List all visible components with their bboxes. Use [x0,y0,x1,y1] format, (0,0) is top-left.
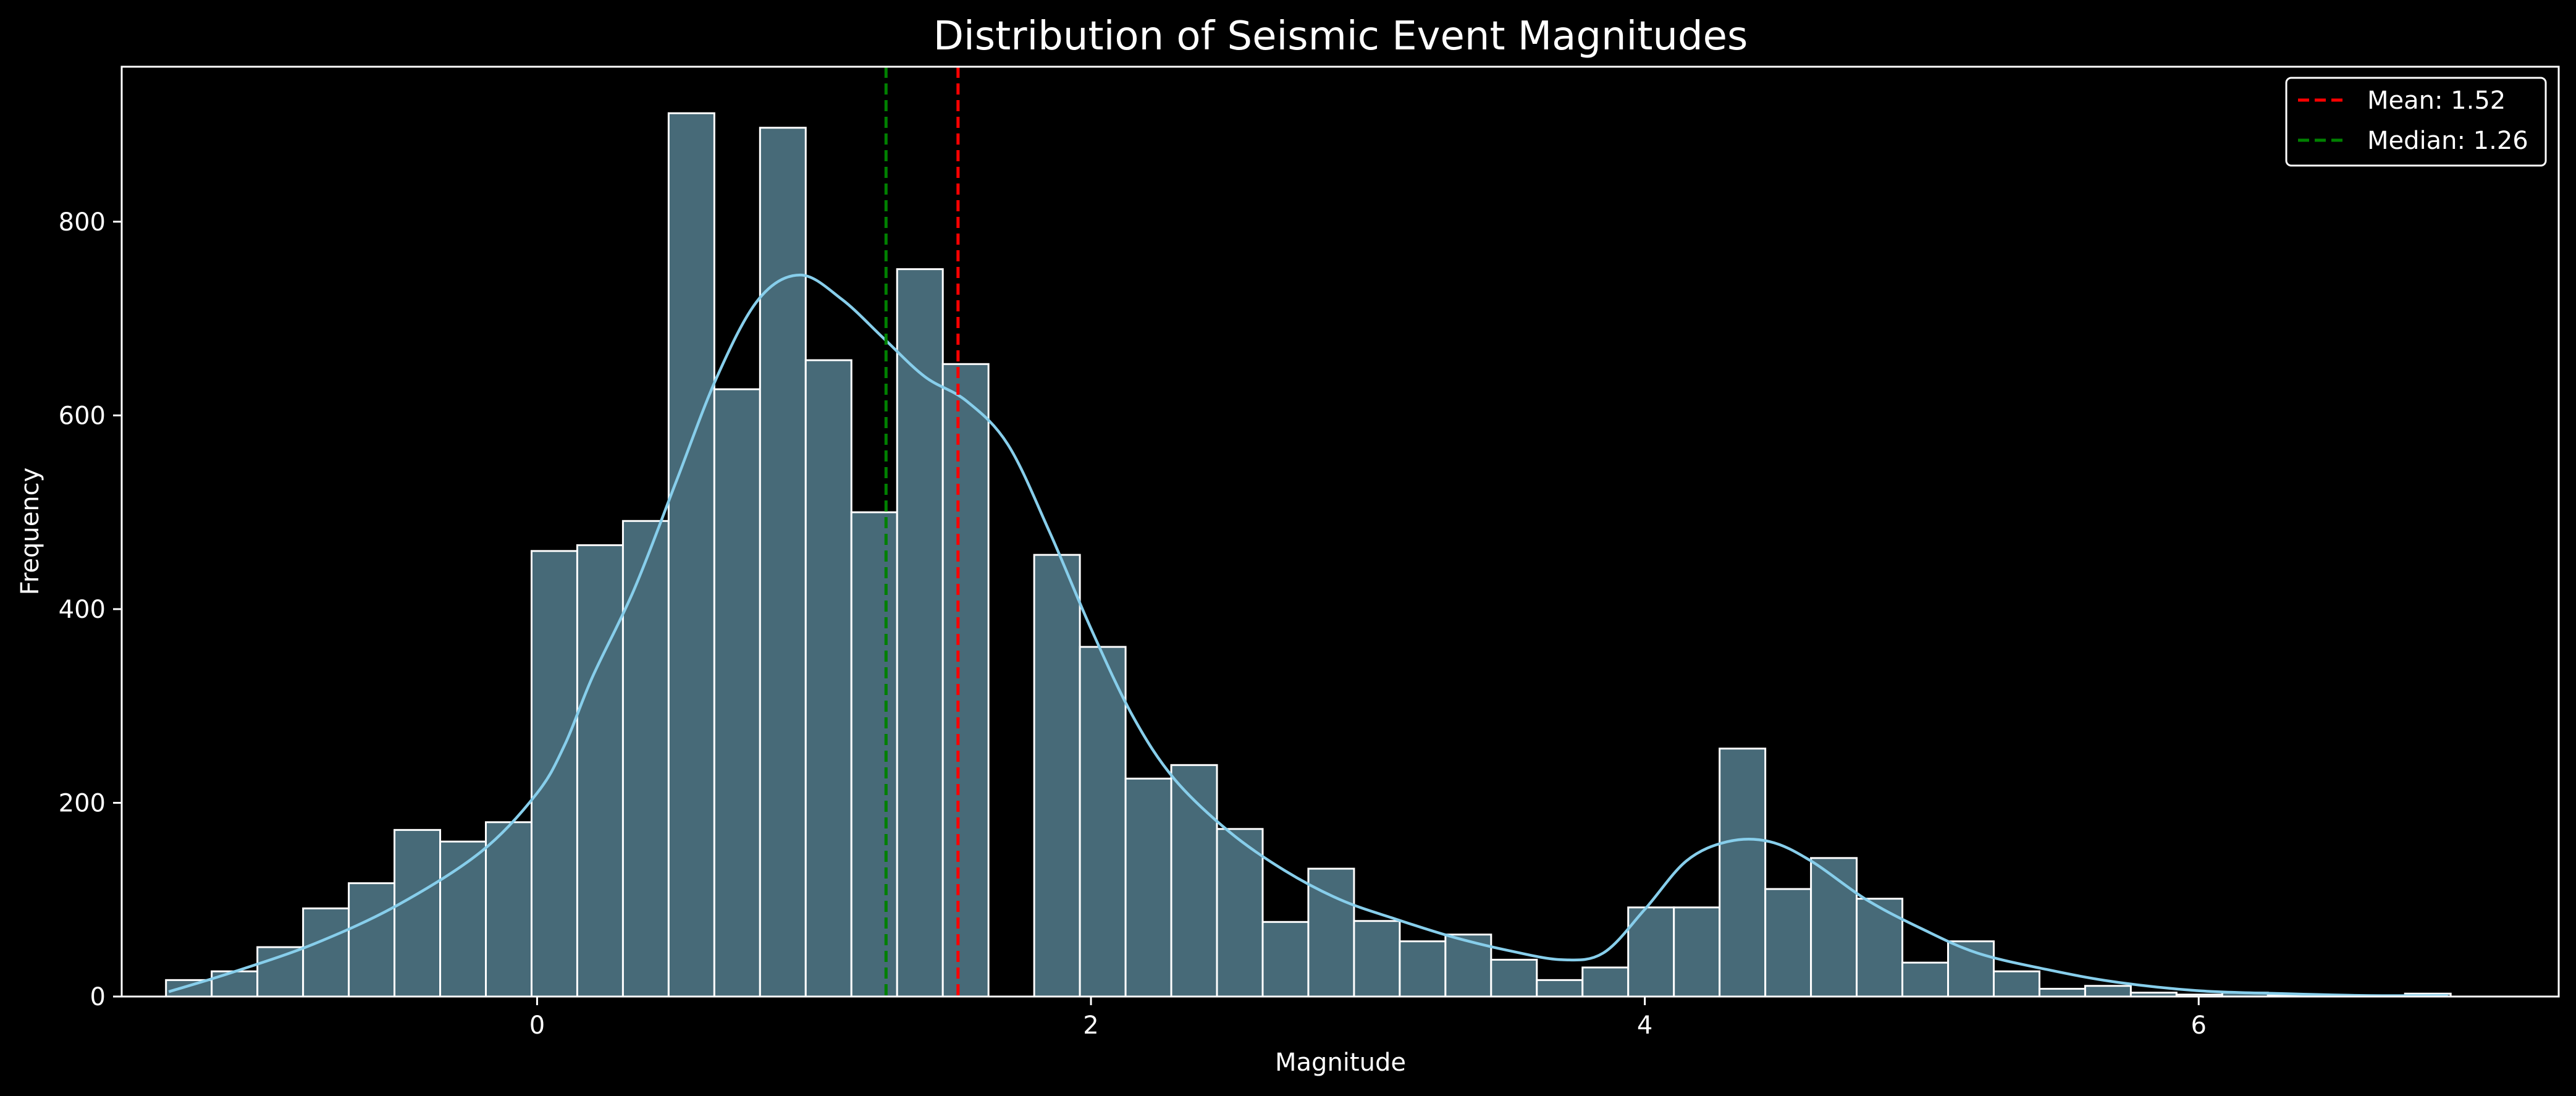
histogram-bar [941,363,990,998]
legend-mean-label: Mean: 1.52 [2367,86,2506,115]
x-tick-label: 0 [529,1011,545,1040]
histogram-bar [165,979,213,998]
y-tick-label: 0 [90,983,106,1011]
histogram-bar [1353,920,1401,998]
histogram-bar [621,520,670,998]
histogram-bar [896,268,944,998]
histogram-bar [804,359,852,998]
y-tick-label: 200 [59,789,106,817]
histogram-bar [256,946,305,998]
histogram-bar [667,112,715,998]
x-axis-ticks: 0 2 4 6 [529,997,2207,1040]
histogram-bar [850,511,898,998]
histogram-bar [1170,764,1218,998]
histogram-bar [1490,958,1538,998]
histogram-bar [302,907,350,998]
histogram-bar [1856,898,1904,998]
chart-title: Distribution of Seismic Event Magnitudes [933,14,1748,59]
histogram-bar [1536,979,1584,998]
x-tick-label: 6 [2191,1011,2206,1040]
histogram-bars [165,112,2452,998]
histogram-bar [1810,857,1858,998]
histogram-bar [211,970,259,998]
histogram-bar [759,127,807,998]
x-tick-label: 2 [1083,1011,1098,1040]
histogram-bar [1399,940,1447,998]
histogram-bar [713,388,761,998]
x-axis-label: Magnitude [1275,1048,1406,1077]
kde-curve [168,273,2448,997]
histogram-bar [1581,966,1630,998]
histogram-bar [439,840,487,998]
histogram-bar [348,882,396,998]
histogram-bar [1079,646,1127,998]
histogram-bar [2038,987,2086,998]
histogram-bar [2084,985,2132,998]
histogram-bar [1033,554,1081,998]
histogram-bar [1719,748,1767,998]
y-axis-label: Frequency [16,468,44,596]
histogram-bar [1261,921,1310,998]
histogram-bar [394,828,442,998]
histogram-bar [485,821,532,998]
legend: Mean: 1.52 Median: 1.26 [2285,77,2547,167]
legend-median-label: Median: 1.26 [2367,127,2528,155]
reference-lines [884,67,960,997]
histogram-bar [530,550,578,998]
y-tick-label: 600 [59,402,106,430]
y-axis-ticks: 0 200 400 600 800 [59,208,122,1011]
x-tick-label: 4 [1637,1011,1652,1040]
plot-frame [120,65,2560,998]
legend-box [2285,77,2547,167]
histogram-bar [1216,828,1264,998]
y-tick-label: 400 [59,596,106,624]
histogram-bar [576,544,624,998]
histogram-bar [1764,888,1812,998]
histogram-bar [1992,970,2040,998]
kde-curve-group [168,273,2448,997]
y-tick-label: 800 [59,208,106,237]
histogram-bar [1901,961,1950,998]
histogram-bar [1673,906,1721,998]
histogram-bar [1124,777,1172,998]
